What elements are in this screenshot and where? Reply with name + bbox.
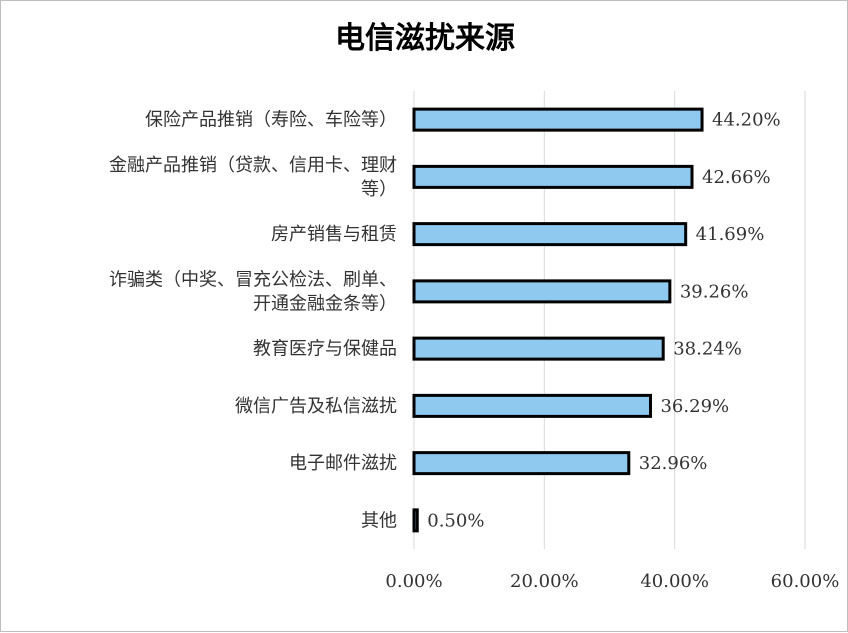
bars xyxy=(412,107,704,533)
x-tick-label: 20.00% xyxy=(510,571,579,592)
category-label: 房产销售与租赁 xyxy=(271,224,397,245)
data-label: 36.29% xyxy=(660,396,729,417)
bar xyxy=(412,451,631,476)
bar xyxy=(412,279,672,304)
bar xyxy=(412,508,419,533)
data-label: 42.66% xyxy=(702,167,771,188)
chart-title: 电信滋扰来源 xyxy=(335,21,515,56)
category-label: 其他 xyxy=(361,510,397,531)
bar xyxy=(412,107,704,132)
x-tick-label: 0.00% xyxy=(385,571,442,592)
x-axis-ticks: 0.00% 20.00% 40.00% 60.00% xyxy=(385,571,839,592)
bar xyxy=(412,393,652,418)
category-label: 教育医疗与保健品 xyxy=(253,339,397,360)
bar xyxy=(412,336,665,361)
data-label: 38.24% xyxy=(673,339,742,360)
category-label: 电子邮件滋扰 xyxy=(289,453,397,474)
category-labels: 保险产品推销（寿险、车险等） 金融产品推销（贷款、信用卡、理财等） 房产销售与租赁诈… xyxy=(109,110,397,532)
bar xyxy=(412,222,688,247)
category-label: 诈骗类（中奖、冒充公检法、刷单、开通金融金条等） xyxy=(109,269,397,314)
data-label: 32.96% xyxy=(639,453,708,474)
category-label: 微信广告及私信滋扰 xyxy=(235,396,397,417)
data-label: 44.20% xyxy=(712,110,781,131)
gridlines xyxy=(413,91,806,549)
data-labels: 44.20% 42.66% 41.69% 39.26% 38.24% 36.29% 32.9… xyxy=(427,110,780,532)
category-label: 金融产品推销（贷款、信用卡、理财等） xyxy=(109,155,397,200)
data-label: 0.50% xyxy=(427,510,484,531)
data-label: 39.26% xyxy=(680,281,749,302)
category-label: 保险产品推销（寿险、车险等） xyxy=(145,110,397,131)
x-tick-label: 60.00% xyxy=(771,571,840,592)
x-tick-label: 40.00% xyxy=(640,571,709,592)
data-label: 41.69% xyxy=(696,224,765,245)
bar xyxy=(412,164,694,189)
